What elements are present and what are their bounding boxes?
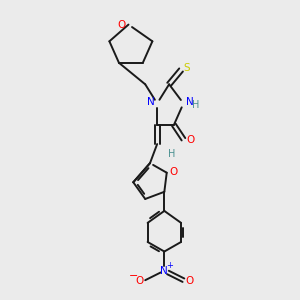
Text: H: H [168,148,175,159]
Text: N: N [160,266,168,276]
Text: O: O [169,167,178,176]
Text: S: S [184,63,190,73]
Text: −: − [129,271,138,281]
Text: H: H [192,100,200,110]
Text: N: N [147,97,155,107]
Text: O: O [186,135,194,146]
Text: O: O [185,276,194,286]
Text: N: N [185,97,193,107]
Text: O: O [135,276,143,286]
Text: +: + [166,261,173,270]
Text: O: O [118,20,126,30]
